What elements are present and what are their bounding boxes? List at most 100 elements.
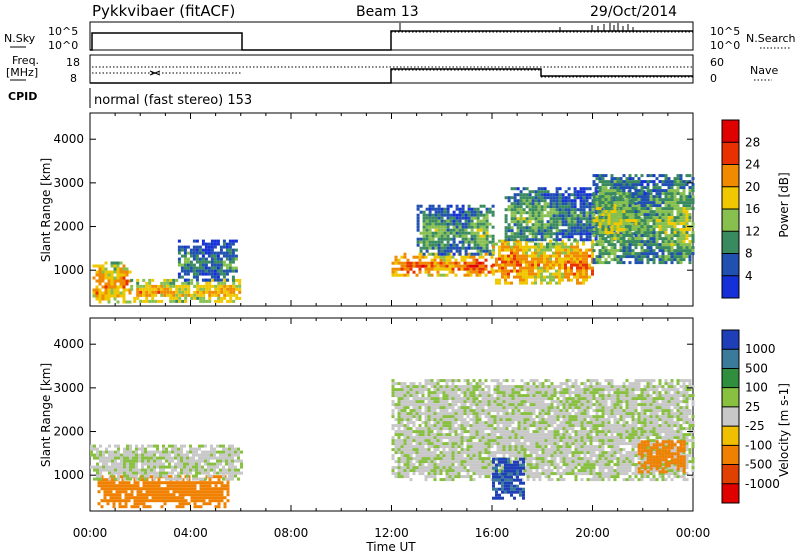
power-cell [631,192,635,196]
velocity-cell [114,444,117,448]
velocity-cell [117,450,120,454]
power-cell [238,287,242,291]
power-cell [425,213,429,217]
power-cell [531,214,535,218]
velocity-cell [103,493,107,497]
velocity-cell [469,445,473,449]
power-cell [540,193,544,197]
power-cell [495,263,498,267]
power-cell [582,193,586,197]
power-cell [446,210,450,214]
power-cell [676,231,680,235]
power-cell [225,242,229,246]
power-cell [658,210,662,214]
power-cell [598,195,602,199]
velocity-cell [493,418,497,422]
power-cell [655,240,659,244]
power-cell [679,213,683,217]
velocity-cell [145,499,149,503]
power-cell [543,278,546,282]
velocity-cell [231,444,234,448]
power-cell [183,272,187,276]
velocity-cell [202,481,206,485]
velocity-cell [454,460,458,464]
power-cell [679,195,683,199]
velocity-cell [487,412,491,416]
velocity-cell [472,451,476,455]
power-cell [163,278,167,282]
power-cell [564,232,568,236]
date-title: 29/Oct/2014 [590,4,677,20]
velocity-cell [199,481,203,485]
power-cell [181,290,185,294]
power-cell [461,237,465,241]
power-cell [238,281,242,285]
velocity-cell [213,456,216,460]
velocity-cell [198,456,201,460]
power-cell [591,254,594,258]
power-cell [446,249,450,253]
power-cell [573,202,577,206]
velocity-cell [196,499,200,503]
power-cell [217,293,221,297]
velocity-cell [448,466,452,470]
power-cell [582,260,585,264]
power-cell [549,223,553,227]
velocity-cell [484,436,488,440]
power-cell [495,260,498,264]
power-cell [116,294,120,298]
velocity-cell [142,493,146,497]
power-cell [561,257,564,261]
velocity-cell [424,421,428,425]
power-cell [561,263,564,267]
velocity-cell [136,505,140,509]
velocity-cell [427,463,431,467]
power-cell [570,226,574,230]
power-cell [437,228,441,232]
velocity-cell [472,397,476,401]
power-cell [107,273,111,277]
power-cell [622,204,626,208]
power-cell [664,201,668,205]
power-cell [682,210,686,214]
velocity-cell [454,409,458,413]
velocity-cell [436,436,440,440]
velocity-cell [424,379,428,383]
power-cell [691,198,695,202]
power-cell [485,222,489,226]
power-cell [216,263,220,267]
velocity-cell [415,391,419,395]
power-cell [510,248,513,252]
power-cell [628,195,632,199]
power-cell [507,242,510,246]
power-cell [122,288,126,292]
velocity-cell [208,484,212,488]
power-cell [549,208,553,212]
velocity-cell [424,406,428,410]
power-cell [670,192,674,196]
power-cell [525,269,528,273]
power-cell [642,190,646,194]
power-cell [567,217,571,221]
velocity-cell [433,391,437,395]
velocity-cell [204,468,207,472]
power-cell [601,255,605,259]
power-cell [186,266,190,270]
velocity-cell [400,382,404,386]
power-cell [588,226,592,230]
power-cell [510,260,513,264]
power-cell [643,180,647,184]
velocity-cell [112,481,116,485]
power-cell [525,245,528,249]
velocity-cell [394,448,398,452]
power-cell [564,205,568,209]
power-cell [543,251,546,255]
velocity-cell [466,409,470,413]
power-cell [528,217,532,221]
power-cell [403,261,407,265]
power-cell [222,275,226,279]
power-cell [534,199,538,203]
power-cell [210,254,214,258]
power-cell [534,245,537,249]
